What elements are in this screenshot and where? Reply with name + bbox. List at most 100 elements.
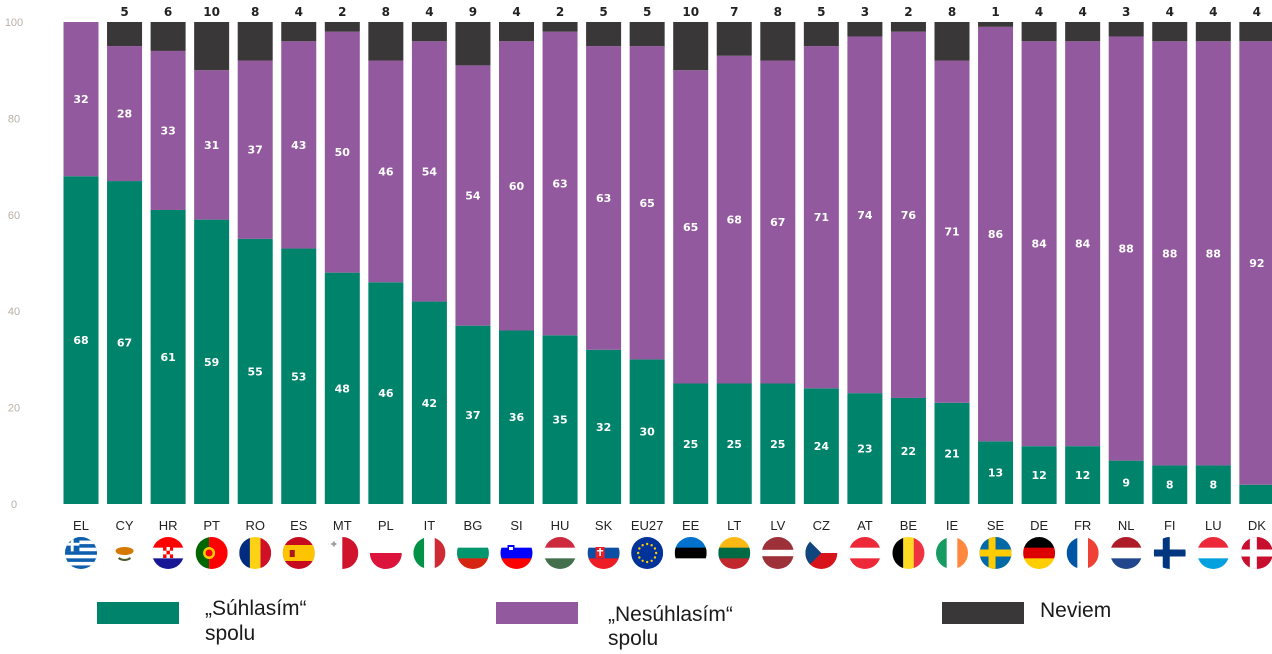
data-label-dontknow: 8 (948, 5, 956, 19)
category-label: LU (1205, 518, 1222, 533)
bar-segment-agree (237, 238, 273, 504)
sweden-flag-icon (979, 537, 1012, 569)
category-label: IT (424, 518, 436, 533)
category-label: FI (1164, 518, 1176, 533)
bar-segment-dontknow (150, 22, 186, 51)
data-label-disagree: 60 (509, 180, 525, 193)
data-label-agree: 12 (1031, 469, 1046, 482)
denmark-flag-icon (1240, 537, 1272, 569)
bar-segment-disagree (978, 26, 1014, 442)
data-label-dontknow: 5 (643, 5, 651, 19)
bar-segment-disagree (63, 22, 99, 177)
legend-item-dontknow: Neviem (942, 596, 1202, 652)
bar-segment-agree (716, 383, 752, 504)
data-label-disagree: 71 (814, 211, 829, 224)
data-label-agree: 35 (552, 414, 567, 427)
bar-segment-dontknow (586, 22, 622, 47)
bar-segment-disagree (1065, 41, 1101, 447)
data-label-agree: 61 (160, 351, 175, 364)
data-label-dontknow: 8 (382, 5, 390, 19)
bar-segment-disagree (1021, 41, 1057, 447)
bar-segment-dontknow (847, 22, 883, 37)
germany-flag-icon (1023, 537, 1056, 569)
bar-segment-dontknow (978, 22, 1014, 27)
bar-segment-disagree (673, 70, 709, 384)
bar-segment-agree (542, 335, 578, 504)
data-label-agree: 37 (465, 409, 480, 422)
data-label-disagree: 65 (683, 221, 698, 234)
data-label-disagree: 28 (117, 108, 132, 121)
spain-flag-icon (282, 537, 315, 569)
data-label-dontknow: 4 (1209, 5, 1217, 19)
y-tick-label: 0 (11, 499, 17, 511)
data-label-dontknow: 5 (817, 5, 825, 19)
bar-segment-agree (890, 397, 926, 504)
data-label-agree: 21 (944, 447, 959, 460)
category-label: LT (727, 518, 741, 533)
category-label: CZ (813, 518, 830, 533)
data-label-disagree: 50 (335, 146, 351, 159)
bar-segment-disagree (1195, 41, 1231, 466)
bar-segment-disagree (107, 46, 143, 182)
category-label: BG (464, 518, 483, 533)
bar-segment-dontknow (237, 22, 273, 61)
bar-segment-dontknow (1065, 22, 1101, 42)
bar-segment-agree (803, 388, 839, 504)
legend-swatch-disagree (496, 602, 578, 624)
bar-segment-disagree (803, 46, 839, 389)
category-label: HU (551, 518, 570, 533)
data-label-dontknow: 8 (774, 5, 782, 19)
data-label-agree: 53 (291, 370, 306, 383)
category-label: LV (770, 518, 785, 533)
category-label: FR (1074, 518, 1091, 533)
bar-segment-agree (673, 383, 709, 504)
data-label-agree: 25 (683, 438, 698, 451)
bar-segment-disagree (499, 41, 534, 331)
data-label-agree: 30 (639, 426, 655, 439)
bar-segment-agree (281, 248, 317, 504)
bar-segment-agree (324, 272, 360, 504)
data-label-agree: 25 (727, 438, 742, 451)
category-label: SE (987, 518, 1005, 533)
data-label-disagree: 74 (857, 209, 873, 222)
bar-segment-disagree (890, 31, 926, 398)
bar-segment-disagree (194, 70, 230, 220)
bar-segment-agree (629, 359, 665, 504)
category-label: DK (1248, 518, 1266, 533)
greece-flag-icon (65, 537, 97, 569)
data-label-agree: 36 (509, 411, 525, 424)
bar-segment-disagree (934, 60, 970, 403)
data-label-agree: 32 (596, 421, 611, 434)
data-label-dontknow: 10 (682, 5, 699, 19)
data-label-dontknow: 1 (991, 5, 999, 19)
bar-segment-dontknow (760, 22, 796, 61)
cyprus-flag-icon (108, 537, 141, 569)
data-label-agree: 12 (1075, 469, 1090, 482)
bar-segment-agree (934, 402, 970, 504)
category-label: DE (1030, 518, 1048, 533)
portugal-flag-icon (195, 537, 228, 569)
belgium-flag-icon (892, 537, 925, 569)
bar-segment-disagree (1108, 36, 1144, 461)
bar-segment-dontknow (673, 22, 709, 71)
bar-segment-disagree (150, 50, 186, 210)
data-label-dontknow: 5 (120, 5, 128, 19)
data-label-dontknow: 4 (512, 5, 520, 19)
austria-flag-icon (848, 537, 881, 569)
data-label-dontknow: 7 (730, 5, 738, 19)
y-tick-label: 80 (8, 113, 20, 125)
croatia-flag-icon (152, 537, 185, 569)
data-label-disagree: 84 (1031, 238, 1047, 251)
data-label-dontknow: 10 (203, 5, 220, 19)
data-label-disagree: 84 (1075, 238, 1091, 251)
bar-segment-agree (586, 349, 622, 504)
bar-segment-disagree (368, 60, 404, 283)
lithuania-flag-icon (718, 537, 751, 569)
bar-segment-dontknow (499, 22, 534, 42)
data-label-disagree: 37 (248, 144, 263, 157)
data-label-disagree: 67 (770, 216, 785, 229)
bar-segment-dontknow (107, 22, 143, 47)
bar-segment-dontknow (1108, 22, 1144, 37)
data-label-dontknow: 2 (556, 5, 564, 19)
y-tick-label: 100 (5, 17, 23, 29)
